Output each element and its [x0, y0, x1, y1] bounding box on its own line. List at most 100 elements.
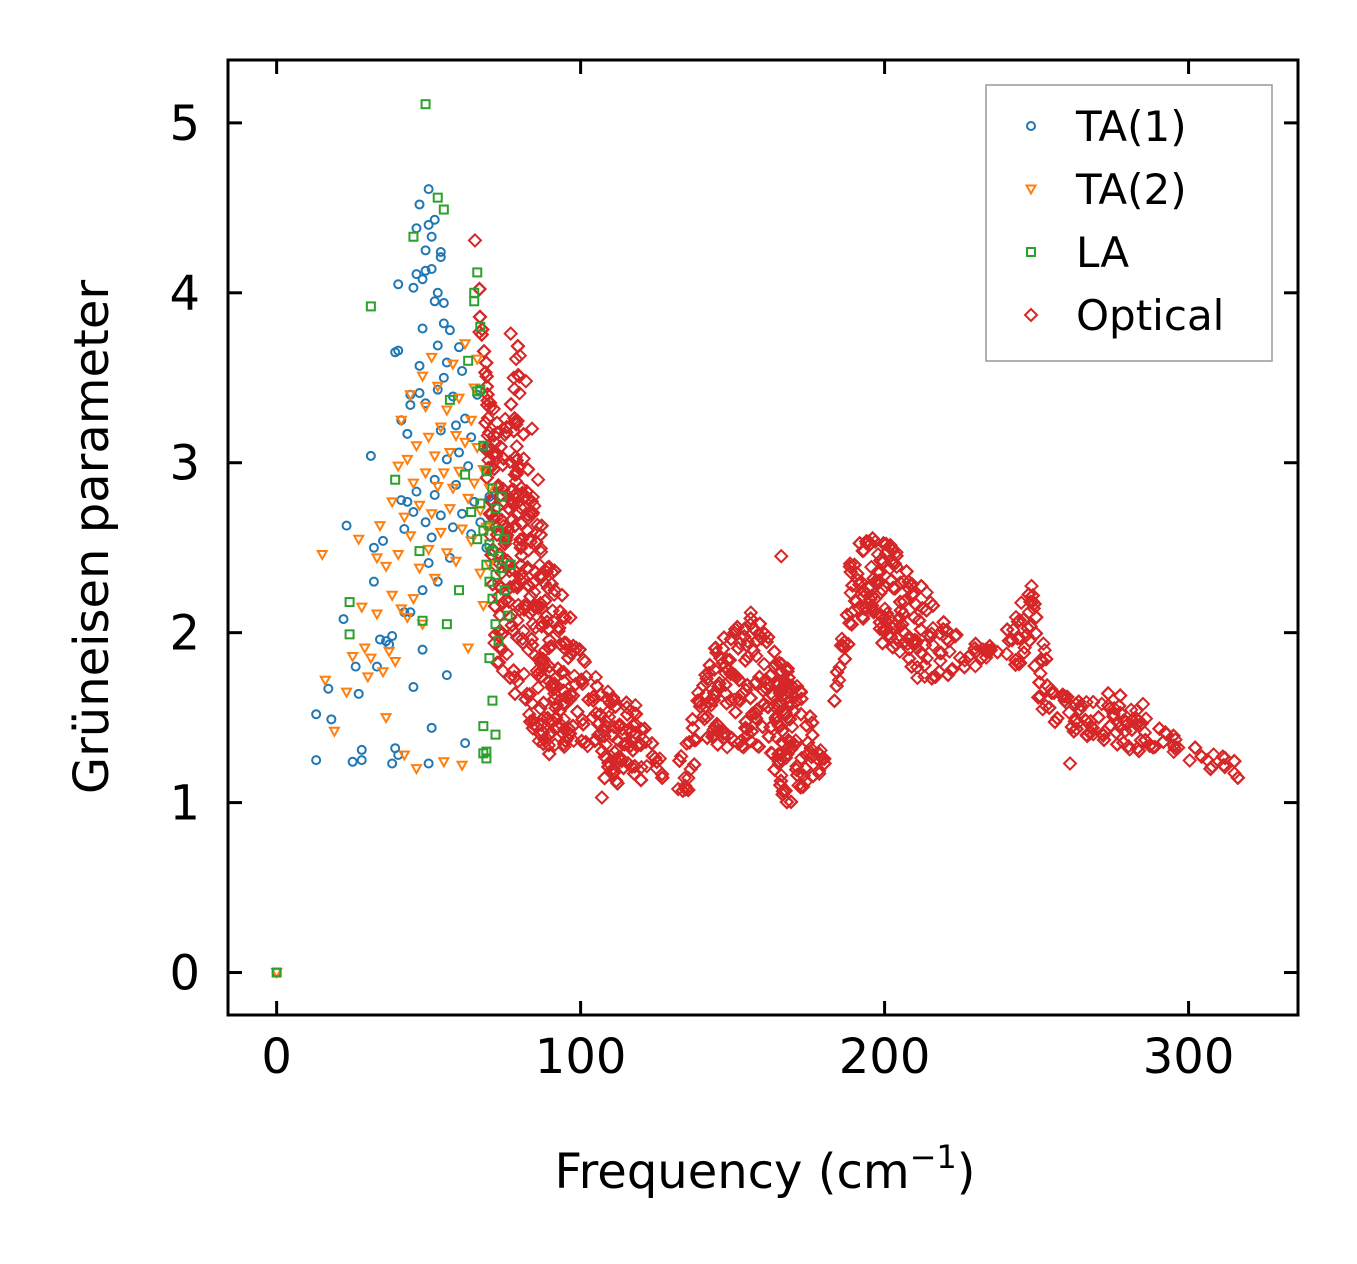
ta-2--point [422, 544, 435, 556]
optical-point [789, 758, 805, 774]
ta-2--point [370, 609, 384, 621]
ta-2--point [437, 757, 451, 769]
la-point [432, 192, 443, 203]
la-point [496, 491, 507, 502]
ta-2--point [477, 465, 490, 477]
ta-1--point [435, 252, 446, 263]
ta-1--point [411, 269, 422, 280]
la-point [390, 474, 401, 485]
optical-point [1025, 594, 1040, 610]
optical-point [594, 743, 610, 759]
optical-point [746, 621, 762, 637]
la-point [490, 619, 501, 630]
ta-1--point [417, 274, 428, 285]
ta-2--point [458, 339, 472, 351]
x-axis-label-superscript: −1 [910, 1138, 957, 1176]
optical-point [578, 734, 594, 750]
optical-point [498, 424, 514, 440]
optical-point [530, 680, 546, 695]
ta-1--point [426, 264, 437, 275]
ta-2--point [452, 393, 466, 405]
ta-2--point [398, 512, 411, 524]
ta-1--point [417, 585, 428, 596]
optical-point [499, 419, 515, 435]
data-points [270, 99, 1246, 980]
optical-point [872, 614, 888, 630]
optical-point [528, 564, 543, 580]
legend: TA(1) TA(2) LA Optical [985, 84, 1273, 362]
optical-point [562, 692, 578, 707]
optical-point [740, 649, 756, 665]
optical-point [477, 365, 493, 380]
ta-2--point [395, 415, 408, 427]
optical-point [804, 727, 820, 743]
optical-point [478, 415, 493, 431]
optical-point [1059, 689, 1075, 705]
optical-point [939, 631, 955, 647]
optical-point [487, 598, 503, 614]
optical-point [502, 454, 518, 470]
optical-point [553, 636, 568, 652]
optical-point [576, 652, 592, 668]
optical-point [1117, 723, 1133, 739]
optical-point [560, 730, 575, 746]
optical-point [748, 710, 763, 726]
la-point [271, 967, 282, 978]
optical-point [755, 683, 771, 698]
ta-1--point [447, 522, 458, 533]
optical-point [502, 670, 518, 686]
ta-2--point [477, 600, 490, 613]
optical-point [743, 733, 759, 749]
ta-2--point [458, 437, 472, 449]
la-point [478, 525, 489, 536]
optical-point [486, 427, 502, 443]
series-ta-2- [270, 339, 496, 980]
ta-2--point [449, 556, 463, 568]
ta-2--point [328, 726, 341, 738]
optical-point [913, 622, 929, 637]
optical-point [495, 663, 511, 679]
optical-point [591, 727, 607, 743]
optical-point [793, 706, 809, 722]
ta-2--point [437, 468, 451, 480]
optical-point [1072, 702, 1087, 718]
optical-point [1168, 732, 1183, 748]
ta-1--point [460, 413, 471, 424]
optical-point [560, 650, 576, 666]
optical-point [947, 628, 963, 644]
optical-point [911, 613, 927, 628]
optical-point [485, 576, 501, 592]
optical-point [512, 348, 528, 364]
optical-point [616, 760, 631, 776]
optical-point [496, 451, 511, 466]
ta-2--point [388, 657, 402, 669]
optical-point [782, 711, 798, 727]
optical-point [893, 603, 909, 618]
ta-1--point [350, 661, 361, 672]
optical-point [829, 664, 845, 680]
optical-point [508, 413, 524, 429]
optical-point [705, 729, 720, 745]
ta-1--point [432, 287, 443, 298]
optical-point [505, 494, 521, 510]
optical-point [508, 449, 523, 465]
ta-2--point [446, 483, 460, 495]
optical-point [957, 652, 973, 668]
la-point [478, 440, 489, 451]
optical-point [1166, 738, 1182, 753]
optical-point [534, 518, 549, 534]
legend-frame [985, 84, 1273, 362]
optical-point [739, 721, 755, 737]
optical-point [901, 651, 917, 666]
ta-1--point [429, 214, 440, 225]
optical-point [1012, 655, 1028, 671]
x-axis-label: Frequency (cm−1) [554, 1138, 975, 1200]
optical-point [514, 548, 530, 564]
series-optical [467, 233, 1246, 810]
optical-point [853, 574, 869, 590]
optical-point [1203, 761, 1218, 777]
optical-point [932, 645, 948, 661]
optical-point [512, 602, 528, 618]
ta-1--point [423, 219, 434, 230]
ta-1--point [393, 279, 404, 290]
